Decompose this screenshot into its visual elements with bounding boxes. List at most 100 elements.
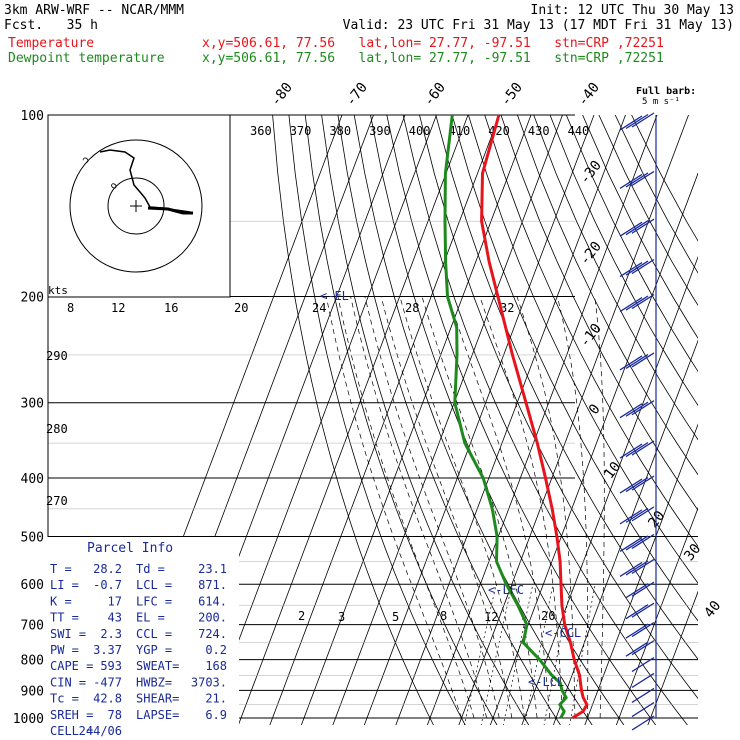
parcel-info-cell: PW = [50,643,79,657]
theta-label: 370 [290,124,312,138]
legend-dewpoint: Dewpoint temperature [8,51,165,66]
wind-barb [625,583,649,599]
wind-barb [625,401,649,417]
dry-adiabat-line [500,115,698,511]
pressure-tick-label: 900 [21,684,44,699]
parcel-info-cell: 200. [198,611,227,625]
hodograph-speed-labels: 8 12 16 20 24 28 32 kts [48,284,514,315]
parcel-info-cell: 23.1 [198,562,227,576]
init-time: Init: 12 UTC Thu 30 May 13 [530,3,735,18]
wind-barb [619,262,643,278]
theta-e-label: 290 [46,349,68,363]
annotation-ccl: <-CCL [545,626,581,640]
moist-adiabat-line [447,296,551,719]
parcel-info-cell: 21. [205,692,227,706]
parcel-info-cell: 2.3 [100,627,122,641]
wind-barb [619,536,643,553]
wind-barb [619,221,643,237]
parcel-info-cell: CELL = [50,724,93,738]
wind-barb [631,533,655,550]
hodograph-speed-label: 24 [312,301,326,315]
theta-e-label: 280 [46,422,68,436]
barb-legend: Full barb: 5 m s⁻¹ [636,86,696,107]
wind-barb [631,259,655,275]
wind-barb [619,443,643,459]
pressure-tick-label: 200 [21,291,44,306]
dry-adiabat-line [468,115,698,584]
isotherm-line [615,507,698,725]
mixing-ratio-line [480,584,513,725]
hodograph-speed-label: 20 [234,301,248,315]
wind-barb [625,172,649,188]
dry-adiabat-line [288,115,466,725]
parcel-info-title: Parcel Info [87,541,173,556]
isotherm-line [395,115,626,725]
wind-barb [619,296,643,313]
hodograph-speed-label: 12 [111,301,125,315]
mixing-ratio-label: 2 [298,609,305,623]
parcel-info-cell: CAPE = [50,659,93,673]
parcel-info-cell: LAPSE= [136,708,179,722]
isotherm-line [489,172,698,725]
isotherm-label: -30 [577,158,605,188]
wind-barb [625,442,649,458]
legend-temperature: Temperature [8,36,95,51]
parcel-info-cell: SWI = [50,627,86,641]
wind-barb [619,478,643,494]
wind-barb [625,507,649,523]
wind-barb [631,440,655,456]
series-line-dewpoint [443,114,568,719]
theta-label: 430 [528,124,550,138]
theta-label: 400 [409,124,431,138]
isotherm-line [206,115,437,725]
pressure-tick-label: 300 [21,397,44,412]
parcel-info-cell: 78 [108,708,122,722]
wind-barb [625,641,649,657]
wind-barb [631,602,655,618]
wind-barb [625,353,649,370]
theta-label: 390 [369,124,391,138]
pressure-tick-label: 500 [21,530,44,545]
wind-barb [631,687,655,703]
dry-adiabat-line [517,115,698,476]
wind-barb [631,293,655,310]
parcel-info-cell: LFC = [136,594,172,608]
pressure-tick-label: 100 [21,109,44,124]
parcel-info-cell: 593 [100,659,122,673]
pressure-tick-label: 800 [21,654,44,669]
parcel-info-cell: 0.2 [205,643,227,657]
isotherm-label: -10 [577,321,605,351]
moist-adiabat-line [399,296,525,719]
forecast-hour: Fcst. 35 h [4,18,98,33]
wind-barb [625,623,649,639]
wind-barb [625,260,649,276]
wind-barb [631,475,655,491]
parcel-info-cell: SWEAT= [136,659,179,673]
parcel-info-cell: 871. [198,578,227,592]
isotherm-label: -60 [421,80,449,110]
moist-adiabat-line [479,296,563,719]
hodograph-speed-label: 16 [164,301,178,315]
moist-adiabat-line [337,296,475,719]
dry-adiabat-line [272,115,434,725]
isotherm-line [552,339,698,725]
annotation-el: <-EL [320,289,349,303]
parcel-info-cell: EL = [136,611,165,625]
pressure-tick-label: 1000 [13,712,44,727]
wind-barb [631,558,655,574]
mixing-ratio-label: 20 [541,609,555,623]
dry-adiabat-line [304,115,498,725]
dry-adiabat-line [631,115,698,242]
wind-barb [619,403,643,419]
wind-barb [631,170,655,186]
isotherm-label: 0 [586,401,604,417]
mixing-ratio-label: 8 [440,609,447,623]
dry-adiabat-line [533,115,698,441]
wind-barb [625,604,649,620]
isotherm-line [647,590,698,725]
wind-barbs [619,112,657,731]
wind-barb [625,295,649,311]
parcel-info-box: Parcel Info T = 28.2 Td = 23.1 LI = -0.7 LCL =… [46,537,239,738]
wind-barb [619,173,643,189]
dry-adiabat-line [565,115,698,373]
